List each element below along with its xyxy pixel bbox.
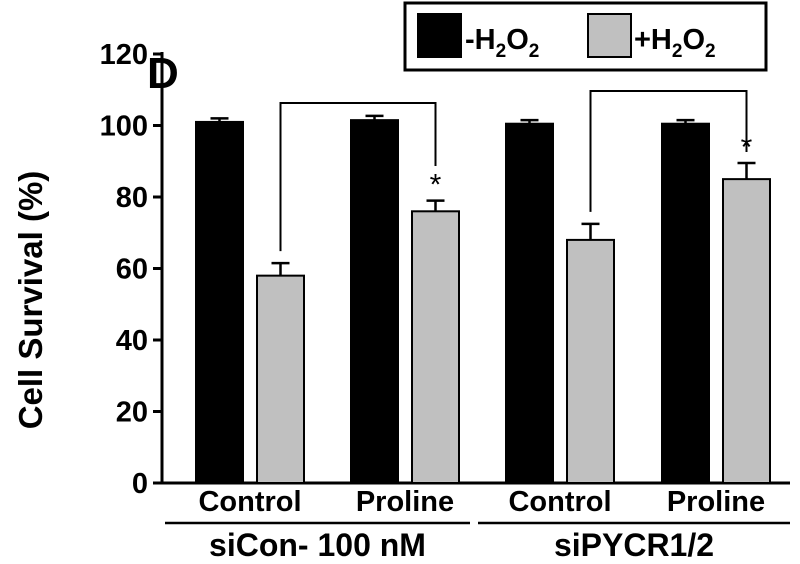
- bar: [661, 122, 710, 485]
- significance-star: *: [741, 131, 753, 164]
- y-tick-label: 60: [116, 254, 148, 286]
- significance-bracket: [589, 90, 748, 212]
- error-bars: [210, 114, 756, 276]
- legend-box: [403, 1, 768, 72]
- bar: [256, 274, 305, 484]
- category-labels: Control Proline Control Proline siCon- 100 n…: [165, 486, 790, 563]
- bar: [411, 210, 460, 485]
- legend-label-series-1: +H2O2: [634, 24, 716, 62]
- category-label: Proline: [356, 486, 454, 518]
- y-tick-label: 20: [116, 397, 148, 429]
- y-tick-label: 120: [100, 39, 148, 71]
- legend-swatch-series-0: [417, 13, 462, 58]
- group-label: siPYCR1/2: [554, 527, 714, 563]
- bar: [566, 238, 615, 484]
- significance-bracket: [279, 102, 437, 252]
- legend-label-series-0: -H2O2: [465, 24, 539, 62]
- y-tick-label: 80: [116, 182, 148, 214]
- legend-swatch-series-1: [587, 13, 632, 58]
- significance-brackets: **: [279, 90, 753, 252]
- significance-star: *: [430, 169, 442, 202]
- y-tick-label: 40: [116, 325, 148, 357]
- category-label: Control: [508, 486, 611, 518]
- y-tick-label: 100: [100, 111, 148, 143]
- y-axis-label: Cell Survival (%): [12, 171, 49, 430]
- bars: [195, 119, 771, 485]
- bar: [722, 178, 771, 484]
- category-label: Control: [198, 486, 301, 518]
- legend: -H2O2 +H2O2: [403, 1, 768, 72]
- group-label: siCon- 100 nM: [209, 527, 426, 563]
- category-label: Proline: [667, 486, 765, 518]
- bar: [350, 119, 399, 484]
- panel-label: D: [147, 49, 179, 98]
- bar: [195, 120, 244, 485]
- bar: [505, 122, 554, 485]
- y-tick-label: 0: [132, 468, 148, 500]
